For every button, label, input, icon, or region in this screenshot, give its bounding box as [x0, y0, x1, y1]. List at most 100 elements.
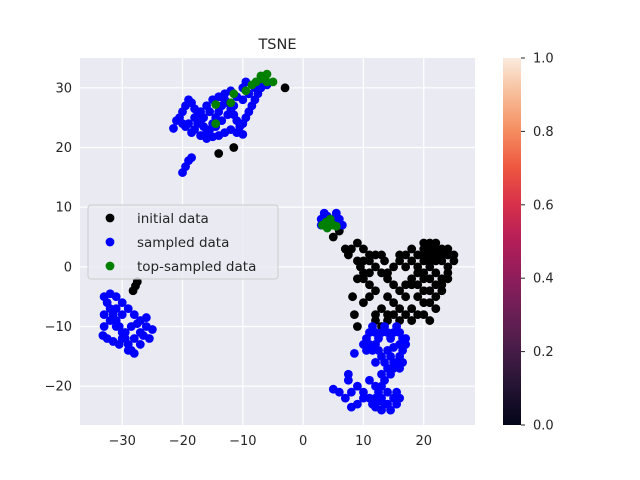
- scatter-point: [99, 310, 109, 320]
- scatter-point: [401, 250, 411, 260]
- legend: initial data sampled data top-sampled data: [87, 204, 279, 280]
- colorbar-tick-label: 0.2: [533, 345, 554, 360]
- scatter-point: [413, 268, 423, 278]
- scatter-point: [392, 399, 402, 409]
- scatter-point: [431, 292, 441, 302]
- scatter-point: [407, 256, 417, 266]
- scatter-point: [407, 280, 417, 290]
- scatter-point: [111, 322, 121, 331]
- scatter-point: [129, 310, 139, 320]
- scatter-point: [395, 340, 405, 349]
- scatter-point: [407, 244, 417, 254]
- scatter-point: [135, 340, 145, 349]
- scatter-point: [226, 98, 236, 108]
- legend-marker: [105, 261, 115, 271]
- scatter-point: [431, 268, 441, 278]
- scatter-point: [401, 292, 411, 302]
- scatter-point: [371, 262, 380, 272]
- scatter-point: [343, 369, 353, 379]
- chart-title: TSNE: [257, 37, 296, 53]
- legend-marker: [105, 213, 115, 223]
- scatter-point: [377, 393, 386, 403]
- scatter-point: [99, 322, 109, 331]
- y-tick-label: −10: [45, 320, 72, 335]
- scatter-point: [413, 292, 423, 302]
- scatter-point: [401, 262, 411, 272]
- scatter-point: [431, 250, 441, 260]
- scatter-point: [395, 363, 405, 373]
- scatter-point: [256, 74, 266, 84]
- scatter-point: [389, 262, 398, 272]
- scatter-point: [389, 310, 398, 320]
- x-tick-label: 20: [415, 434, 432, 449]
- scatter-point: [348, 292, 357, 302]
- scatter-point: [419, 286, 429, 296]
- scatter-point: [328, 384, 338, 394]
- x-axis-ticks: −30 −20 −10 0 10 20: [108, 434, 432, 449]
- y-tick-label: 20: [55, 141, 72, 156]
- scatter-point: [419, 298, 429, 308]
- scatter-point: [413, 310, 423, 320]
- scatter-point: [359, 256, 368, 266]
- scatter-point: [280, 83, 290, 93]
- scatter-point: [413, 250, 423, 260]
- scatter-point: [178, 119, 187, 129]
- scatter-point: [214, 149, 224, 158]
- scatter-point: [241, 86, 251, 96]
- scatter-point: [395, 304, 405, 314]
- scatter-point: [105, 316, 115, 325]
- scatter-point: [359, 393, 368, 403]
- scatter-point: [353, 238, 362, 248]
- scatter-point: [238, 95, 248, 105]
- y-tick-label: 0: [64, 260, 72, 275]
- legend-frame: [87, 204, 279, 280]
- scatter-point: [123, 346, 133, 355]
- scatter-point: [328, 232, 338, 242]
- scatter-point: [383, 268, 392, 278]
- scatter-point: [389, 280, 398, 290]
- scatter-point: [365, 375, 374, 385]
- series-2: [211, 69, 341, 233]
- scatter-point: [365, 250, 374, 260]
- scatter-point: [425, 244, 435, 254]
- scatter-point: [377, 268, 386, 278]
- scatter-point: [346, 387, 356, 397]
- scatter-point: [123, 304, 133, 314]
- x-tick-label: 10: [355, 434, 372, 449]
- scatter-point: [443, 262, 453, 272]
- scatter-point: [262, 69, 272, 79]
- scatter-point: [362, 346, 371, 355]
- colorbar-tick-label: 1.0: [533, 52, 554, 67]
- scatter-point: [322, 223, 332, 233]
- scatter-points: [98, 69, 459, 415]
- scatter-point: [353, 322, 362, 331]
- scatter-point: [229, 89, 239, 99]
- scatter-point: [187, 128, 196, 137]
- scatter-point: [211, 119, 221, 129]
- x-tick-label: −10: [229, 434, 256, 449]
- scatter-point: [401, 310, 411, 320]
- scatter-point: [205, 107, 215, 117]
- scatter-point: [437, 244, 447, 254]
- scatter-point: [371, 286, 380, 296]
- scatter-point: [377, 304, 386, 314]
- x-tick-label: −20: [169, 434, 196, 449]
- y-axis-ticks: −20 −10 0 10 20 30: [45, 81, 72, 394]
- scatter-point: [389, 357, 398, 367]
- scatter-point: [386, 405, 395, 415]
- scatter-point: [359, 244, 368, 254]
- scatter-point: [365, 268, 374, 278]
- scatter-point: [359, 274, 368, 284]
- colorbar-tick-label: 0.4: [533, 272, 554, 287]
- scatter-point: [449, 250, 459, 260]
- y-tick-label: −20: [45, 380, 72, 395]
- scatter-point: [425, 256, 435, 266]
- scatter-point: [114, 340, 124, 349]
- scatter-point: [331, 221, 341, 231]
- scatter-point: [389, 298, 398, 308]
- scatter-point: [223, 110, 233, 120]
- scatter-point: [132, 319, 142, 328]
- scatter-point: [349, 310, 359, 320]
- scatter-point: [169, 124, 178, 133]
- scatter-point: [346, 244, 356, 254]
